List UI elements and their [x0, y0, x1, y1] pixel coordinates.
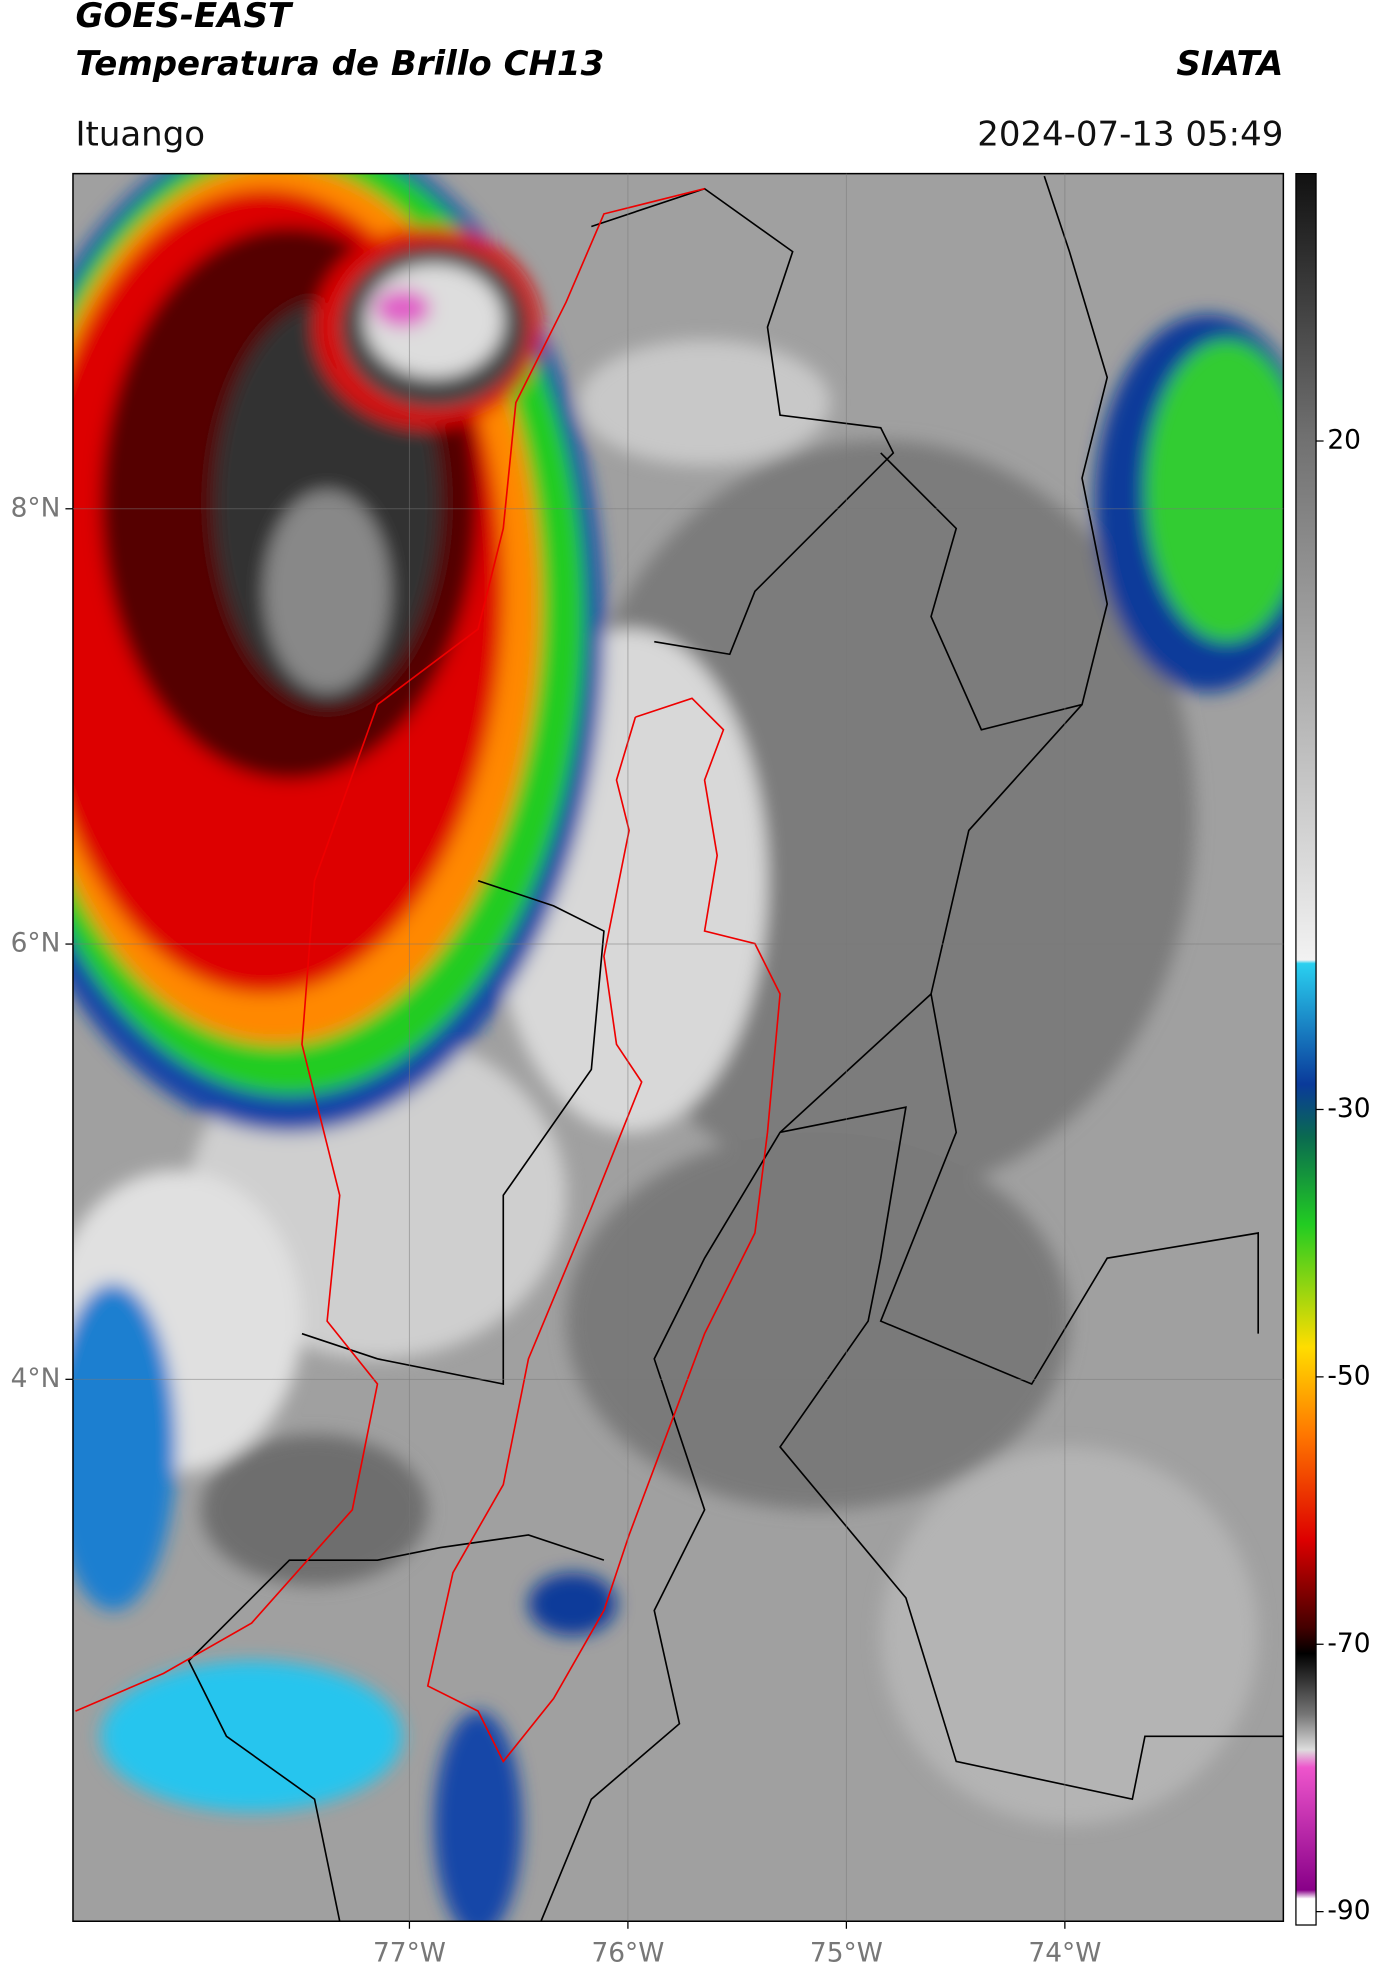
colorbar-label: -50	[1327, 1360, 1370, 1391]
subtitle: Temperatura de Brillo CH13	[75, 44, 604, 84]
map-frame	[72, 172, 1285, 1922]
colorbar	[1295, 172, 1317, 1926]
satellite-image	[72, 173, 1284, 1922]
x-tick-label: 76°W	[591, 1937, 664, 1968]
y-tick-label: 8°N	[11, 492, 61, 523]
source: SIATA	[1176, 44, 1283, 84]
datetime: 2024-07-13 05:49	[977, 114, 1283, 154]
colorbar-label: -30	[1327, 1093, 1370, 1124]
borders	[187, 175, 1284, 1922]
region-outline	[75, 187, 781, 1763]
title: GOES-EAST	[75, 0, 293, 36]
colorbar-label: 20	[1327, 425, 1361, 456]
colorbar-label: -90	[1327, 1895, 1370, 1926]
location: Ituango	[75, 114, 205, 154]
x-tick-label: 74°W	[1028, 1937, 1101, 1968]
x-tick-label: 77°W	[373, 1937, 446, 1968]
colorbar-label: -70	[1327, 1628, 1370, 1659]
y-tick-label: 4°N	[11, 1363, 61, 1394]
y-tick-label: 6°N	[11, 928, 61, 959]
x-tick-label: 75°W	[810, 1937, 883, 1968]
